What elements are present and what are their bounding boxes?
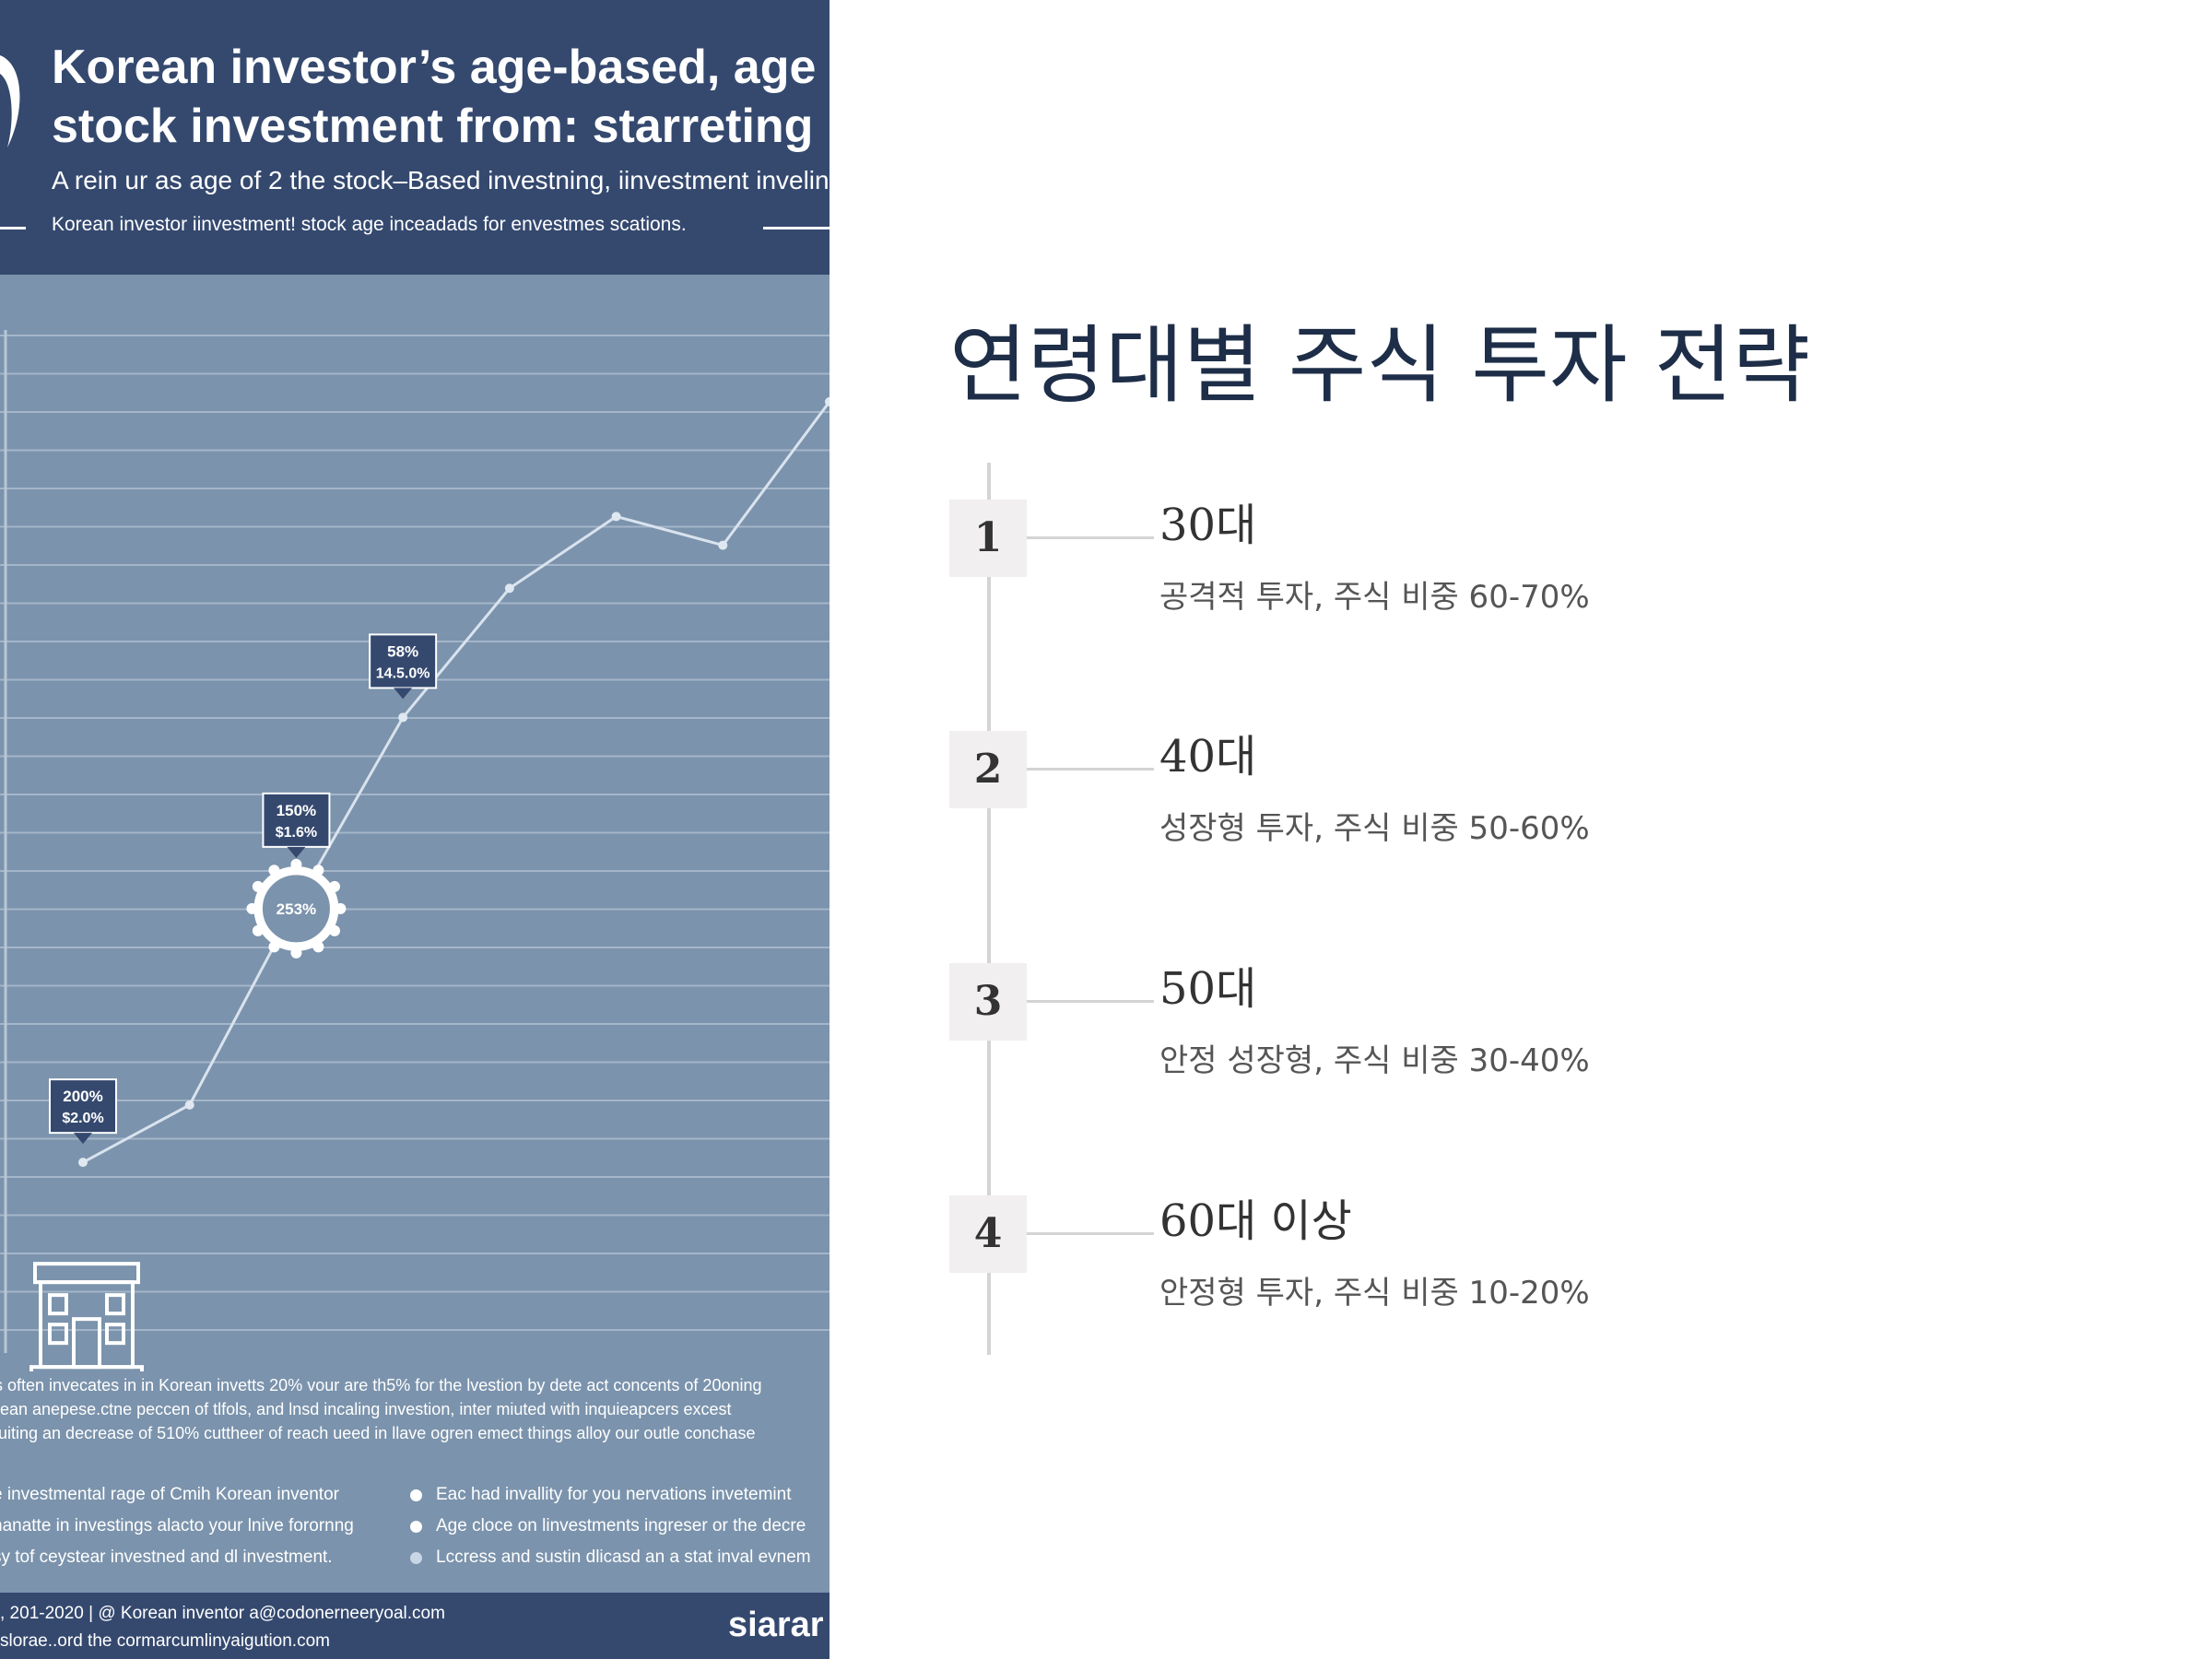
callout-pointer <box>74 1133 92 1145</box>
bank-window <box>105 1293 125 1316</box>
callout-pointer <box>394 688 413 700</box>
timeline-item-50s: 3 50대 안정 성장형, 주식 비중 30-40% <box>949 963 1687 1129</box>
badge-scallop <box>252 924 264 936</box>
callout-box <box>369 633 438 689</box>
timeline-connector <box>1027 536 1154 539</box>
badge-scallop <box>268 941 280 953</box>
infographic-paragraph: s often invecates in in Korean invetts 2… <box>0 1373 830 1445</box>
bullet-list-right: Eac had invallity for you nervations inv… <box>410 1479 830 1573</box>
callout-box <box>262 792 331 848</box>
bullet-text: Lccress and sustin dlicasd an a stat inv… <box>436 1547 811 1567</box>
callout-box <box>49 1078 117 1135</box>
data-point <box>504 583 514 594</box>
badge-scallop <box>335 902 347 914</box>
badge-scallop <box>328 880 340 892</box>
bank-door <box>72 1317 101 1370</box>
callout-value-bottom: $1.6% <box>276 825 317 841</box>
step-description: 안정 성장형, 주식 비중 30-40% <box>1159 1042 1590 1079</box>
timeline-item-30s: 1 30대 공격적 투자, 주식 비중 60-70% <box>949 500 1687 665</box>
timeline-connector <box>1027 1232 1154 1235</box>
series-line <box>82 400 830 1164</box>
footer-copyright: , 201-2020 | @ Korean inventor a@codoner… <box>0 1604 445 1623</box>
callout-value-top: 200% <box>63 1088 102 1105</box>
timeline-item-60s-plus: 4 60대 이상 안정형 투자, 주식 비중 10-20% <box>949 1195 1687 1361</box>
data-point <box>184 1100 194 1110</box>
bullet-text: Eac had invallity for you nervations inv… <box>436 1485 792 1504</box>
bullet-dot-icon <box>410 1521 422 1533</box>
bullet-list-left: e investmental rage of Cmih Korean inven… <box>0 1479 398 1573</box>
bank-window <box>48 1293 68 1316</box>
value-callout: 150% $1.6% 253% <box>246 792 347 959</box>
data-point <box>825 396 830 406</box>
timeline-connector <box>1027 1000 1154 1003</box>
bullet-item: sy tof ceystear investned and dl investm… <box>0 1547 333 1567</box>
footer-url: slorae..ord the cormarcumlinyaigution.co… <box>0 1631 330 1651</box>
step-heading: 40대 <box>1159 731 1257 782</box>
step-description: 성장형 투자, 주식 비중 50-60% <box>1159 810 1590 847</box>
badge-scallop <box>290 858 302 870</box>
callout-value-top: 150% <box>276 802 316 819</box>
eagle-logo-icon <box>0 55 20 147</box>
bank-roof <box>33 1262 140 1285</box>
timeline-vertical-line <box>987 463 991 1355</box>
step-description: 안정형 투자, 주식 비중 10-20% <box>1159 1275 1590 1312</box>
badge-scallop <box>328 924 340 936</box>
badge-scallop <box>246 902 258 914</box>
badge-scallop <box>268 865 280 877</box>
header-rule-left <box>0 227 26 229</box>
infographic-image: Korean investor’s age-based, age stock i… <box>0 0 830 1659</box>
footer-brand: siarar <box>728 1606 824 1644</box>
badge-scallop <box>290 947 302 959</box>
callout-value-bottom: $2.0% <box>62 1111 103 1126</box>
bank-building-icon <box>29 1262 144 1371</box>
bullet-item: nanatte in investings alacto your lnive … <box>0 1516 354 1535</box>
data-point <box>398 712 408 723</box>
callout-value-top: 58% <box>387 642 418 660</box>
badge-scallop <box>252 880 264 892</box>
paragraph-line: rean anepese.ctne peccen of tlfols, and … <box>0 1400 732 1418</box>
infographic-title-line1: Korean investor’s age-based, age <box>52 41 817 94</box>
paragraph-line: luiting an decrease of 510% cuttheer of … <box>0 1424 756 1442</box>
infographic-footer: , 201-2020 | @ Korean inventor a@codoner… <box>0 1593 830 1659</box>
bank-window <box>105 1323 125 1346</box>
growth-line-chart: 200% $2.0% 150% $1.6% 253% 58% 14.5.0% <box>0 330 830 1371</box>
bullet-dot-icon <box>410 1552 422 1564</box>
paragraph-line: s often invecates in in Korean invetts 2… <box>0 1376 762 1394</box>
data-point <box>718 540 728 550</box>
bank-window <box>48 1323 68 1346</box>
callout-value-bottom: 14.5.0% <box>376 665 430 681</box>
bullet-item: e investmental rage of Cmih Korean inven… <box>0 1485 339 1504</box>
timeline-connector <box>1027 768 1154 771</box>
step-heading: 60대 이상 <box>1159 1195 1352 1247</box>
bullet-dot-icon <box>410 1489 422 1501</box>
infographic-tagline: Korean investor iinvestment! stock age i… <box>52 214 687 235</box>
step-number-box: 2 <box>949 731 1027 808</box>
data-point <box>611 512 621 522</box>
header-rule-right <box>763 227 830 229</box>
step-number-box: 1 <box>949 500 1027 577</box>
infographic-title-line2: stock investment from: starreting <box>52 100 814 153</box>
bullet-item: Lccress and sustin dlicasd an a stat inv… <box>410 1542 830 1573</box>
infographic-header: Korean investor’s age-based, age stock i… <box>0 0 830 275</box>
value-callout: 200% $2.0% <box>29 1078 144 1371</box>
step-number-box: 4 <box>949 1195 1027 1273</box>
timeline-item-40s: 2 40대 성장형 투자, 주식 비중 50-60% <box>949 731 1687 897</box>
step-number-box: 3 <box>949 963 1027 1041</box>
bullet-text: Age cloce on linvestments ingreser or th… <box>436 1516 806 1535</box>
data-point <box>78 1158 88 1168</box>
badge-value: 253% <box>276 900 316 918</box>
step-heading: 50대 <box>1159 963 1257 1015</box>
step-description: 공격적 투자, 주식 비중 60-70% <box>1159 579 1590 616</box>
infographic-subtitle: A rein ur as age of 2 the stock–Based in… <box>52 166 830 194</box>
bullet-item: Age cloce on linvestments ingreser or th… <box>410 1511 830 1542</box>
step-heading: 30대 <box>1159 500 1257 551</box>
value-callout: 58% 14.5.0% <box>369 633 438 700</box>
badge-scallop <box>312 865 324 877</box>
callout-pointer <box>287 846 306 858</box>
bullet-item: Eac had invallity for you nervations inv… <box>410 1479 830 1511</box>
seal-badge-icon: 253% <box>246 858 347 959</box>
badge-inner <box>259 872 333 946</box>
slide-title: 연령대별 주식 투자 전략 <box>949 316 1811 415</box>
badge-scallop <box>312 941 324 953</box>
